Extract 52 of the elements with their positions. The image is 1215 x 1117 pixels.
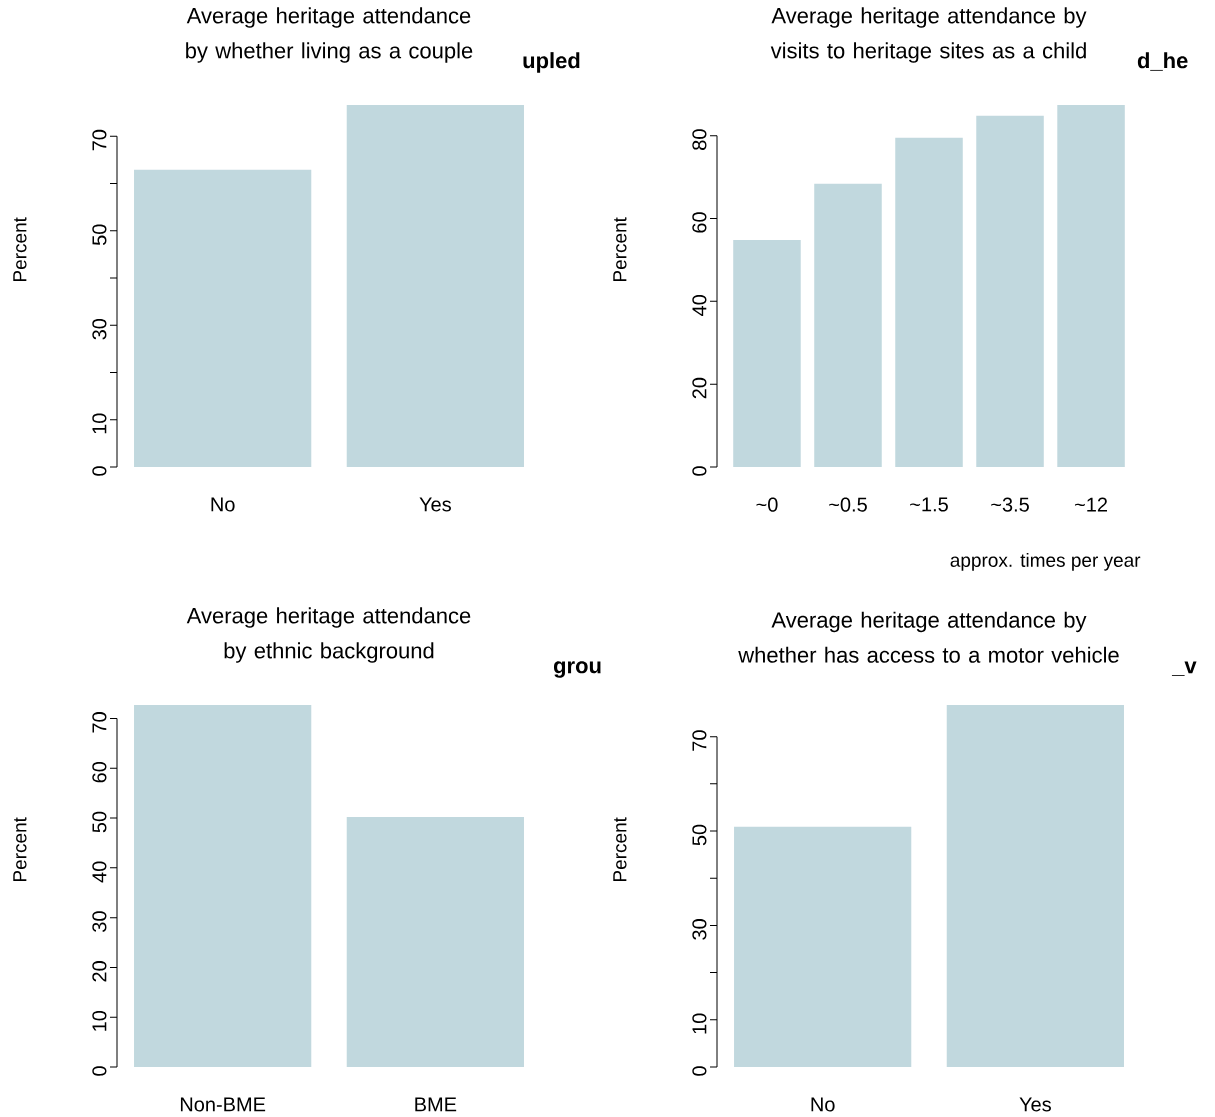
bar (976, 115, 1044, 468)
y-tick-label: 0 (692, 466, 707, 476)
y-tick-label: 70 (92, 129, 107, 151)
x-tick-label: ~1.5 (910, 497, 948, 512)
x-axis-title: approx. times per year (950, 552, 1141, 571)
text: _v (1171, 661, 1197, 676)
y-tick-label: 60 (92, 761, 107, 783)
chart-title: Average heritage attendance by visits to heritage sites as a child (770, 7, 1087, 63)
text: upled (523, 52, 580, 73)
x-tick-label: ~0 (756, 497, 778, 512)
text: d_he (1137, 52, 1188, 71)
x-tick-label: No (811, 1097, 835, 1112)
chart-title: Average heritage attendance by ethnic background (186, 607, 471, 663)
y-tick-label: 30 (92, 911, 107, 932)
x-tick-label: Yes (1019, 1097, 1051, 1112)
y-tick-label: 10 (92, 413, 107, 434)
text: grou (553, 661, 601, 678)
y-tick-label: 20 (692, 377, 707, 399)
x-tick-label: Non-BME (180, 1097, 266, 1112)
y-tick-label: 60 (692, 212, 707, 233)
y-tick-label: 30 (692, 919, 707, 940)
x-tick-label: No (211, 497, 235, 512)
y-tick-label: 0 (92, 466, 107, 476)
y-axis-title: Percent (613, 817, 627, 881)
y-tick-label: 50 (92, 811, 107, 833)
y-axis-title: Percent (13, 217, 27, 281)
bar (814, 183, 882, 468)
x-tick-label: ~12 (1074, 497, 1107, 512)
bar (733, 240, 801, 468)
y-tick-label: 80 (692, 129, 707, 150)
y-tick-label: 40 (92, 861, 107, 883)
x-tick-label: ~0.5 (829, 497, 867, 512)
y-tick-label: 50 (92, 224, 107, 246)
chart-title: Average heritage attendance by whether living as a couple (186, 7, 473, 63)
y-tick-label: 70 (692, 730, 707, 751)
y-axis-title: Percent (613, 217, 627, 281)
y-tick-label: 10 (692, 1013, 707, 1034)
y-tick-label: 0 (92, 1066, 107, 1076)
y-tick-label: 0 (692, 1066, 707, 1076)
bar (1057, 105, 1125, 468)
y-tick-label: 20 (92, 961, 107, 982)
x-tick-label: Yes (419, 497, 451, 512)
y-tick-label: 30 (92, 318, 107, 340)
y-tick-label: 10 (92, 1010, 107, 1031)
x-tick-label: ~3.5 (991, 497, 1029, 512)
y-axis-title: Percent (13, 817, 27, 881)
y-tick-label: 70 (92, 712, 107, 733)
chart-title: Average heritage attendance by whether has access to a motor vehicle (738, 611, 1119, 663)
x-tick-label: BME (415, 1097, 457, 1112)
bar (895, 137, 963, 468)
y-tick-label: 50 (692, 824, 707, 846)
y-tick-label: 40 (692, 295, 707, 316)
